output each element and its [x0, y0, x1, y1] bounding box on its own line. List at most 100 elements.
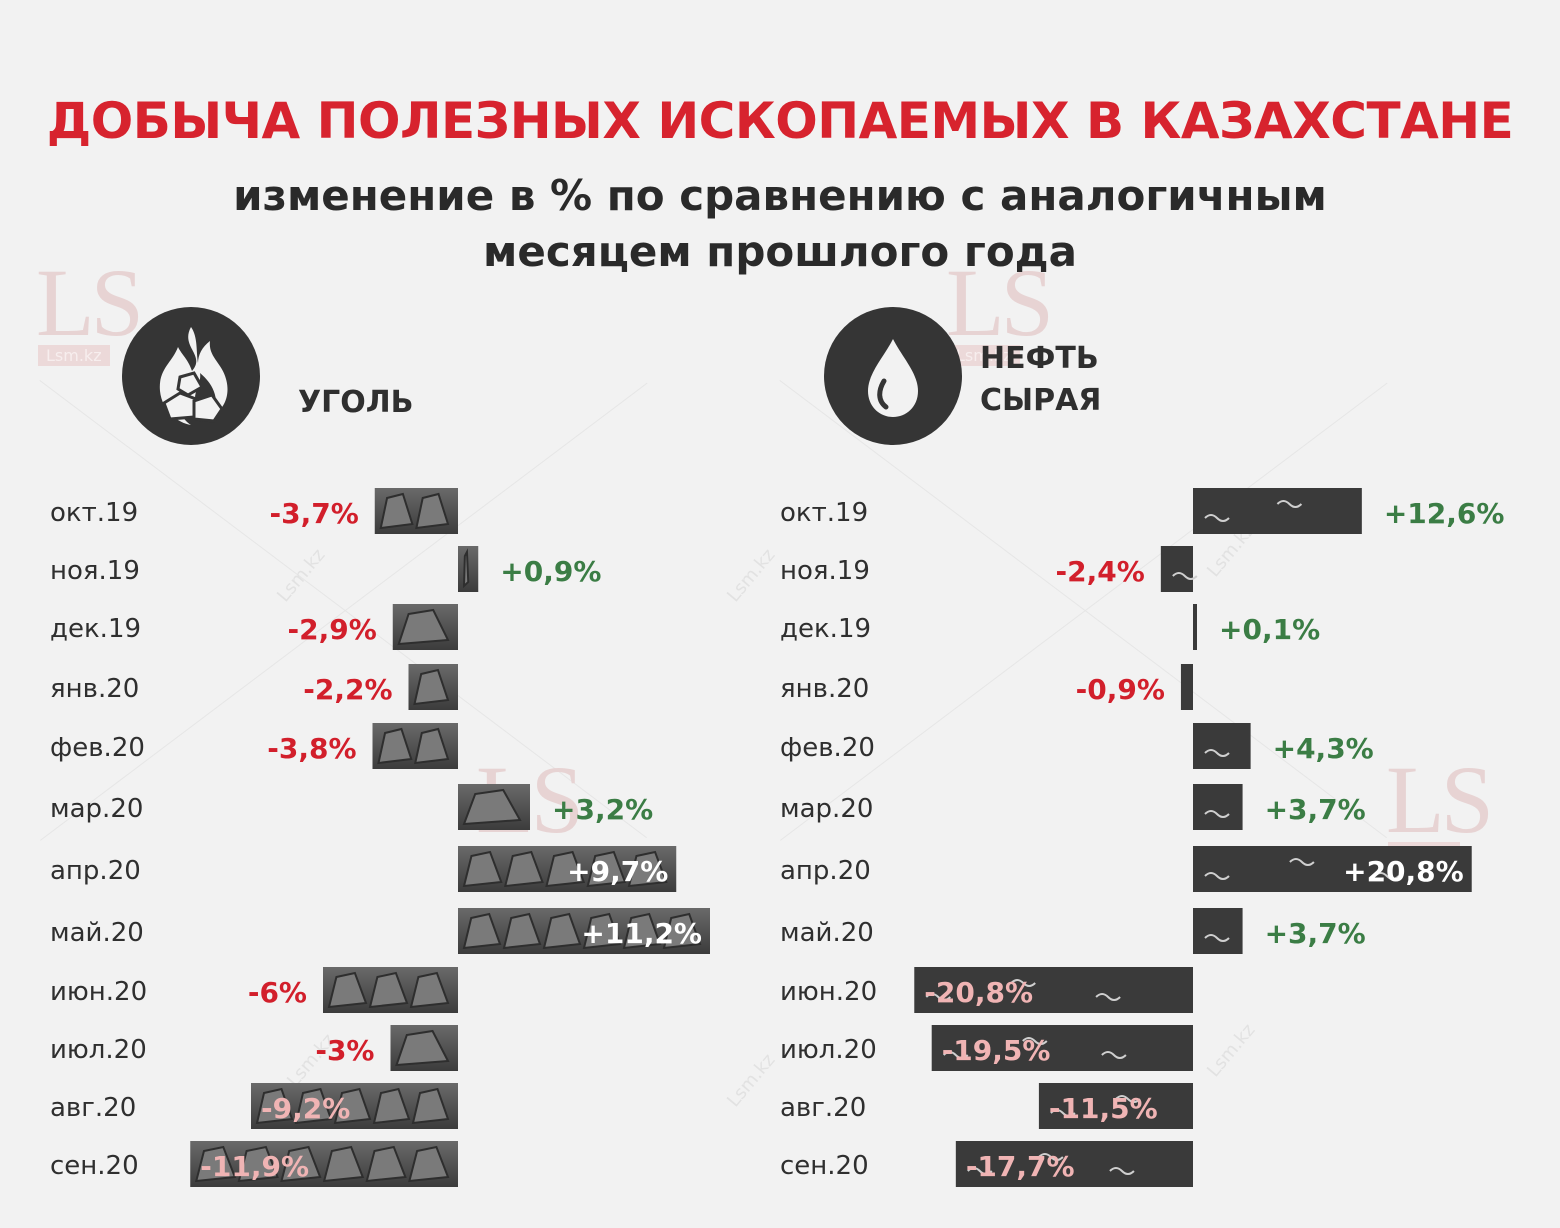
coal-rock-texture: [582, 912, 622, 950]
coal-value-label: -3,8%: [267, 732, 356, 765]
oil-bar: [1180, 664, 1193, 710]
coal-rock-texture: [542, 912, 582, 950]
oil-value-label: +12,6%: [1384, 497, 1505, 530]
coal-category-label: фев.20: [50, 733, 145, 763]
oil-category-label: апр.20: [780, 856, 871, 886]
oil-wave-texture: [1095, 993, 1121, 1001]
oil-category-label: мар.20: [780, 794, 873, 824]
watermark-logo: LS: [1386, 746, 1494, 853]
oil-category-label: май.20: [780, 918, 874, 948]
coal-category-label: апр.20: [50, 856, 141, 886]
coal-rock-texture: [372, 1087, 411, 1125]
coal-value-label: -2,2%: [303, 673, 392, 706]
subtitle-line-1: изменение в % по сравнению с аналогичным: [233, 171, 1327, 220]
coal-rock-texture: [502, 912, 542, 950]
oil-category-label: окт.19: [780, 498, 868, 528]
oil-panel-label-line1: НЕФТЬ: [980, 341, 1099, 376]
coal-rock-texture: [586, 850, 627, 888]
coal-rock-texture: [395, 1029, 450, 1067]
coal-rock-texture: [503, 850, 544, 888]
oil-drop-icon: [824, 307, 962, 445]
coal-rock-texture: [280, 1145, 322, 1183]
coal-category-label: окт.19: [50, 498, 138, 528]
coal-category-label: янв.20: [50, 674, 139, 704]
oil-bar: [1193, 908, 1243, 954]
coal-fire-icon: [122, 307, 260, 445]
coal-value-label: +11,2%: [581, 917, 702, 950]
oil-category-label: сен.20: [780, 1151, 869, 1181]
oil-wave-texture: [1109, 1167, 1135, 1175]
oil-bar: [1193, 604, 1197, 650]
oil-panel-label-line2: СЫРАЯ: [980, 383, 1102, 418]
coal-rock-texture: [294, 1087, 333, 1125]
subtitle-line-2: месяцем прошлого года: [483, 227, 1077, 276]
coal-rock-texture: [333, 1087, 372, 1125]
coal-rock-texture: [415, 492, 450, 530]
coal-rock-texture: [462, 912, 502, 950]
coal-rock-texture: [462, 548, 470, 589]
oil-category-label: июл.20: [780, 1035, 877, 1065]
coal-rock-texture: [662, 912, 702, 950]
oil-bar: [1160, 546, 1193, 592]
oil-chart: окт.19 +12,6% ноя.19 -2,4% дек.19 +0,1% янв.20…: [780, 488, 1504, 1187]
oil-wave-texture: [1289, 858, 1315, 866]
coal-rock-texture: [322, 1145, 365, 1183]
coal-value-label: +9,7%: [567, 855, 668, 888]
coal-rock-texture: [408, 1145, 450, 1183]
oil-wave-texture: [1374, 872, 1400, 880]
page-title: ДОБЫЧА ПОЛЕЗНЫХ ИСКОПАЕМЫХ В КАЗАХСТАНЕ: [46, 92, 1514, 150]
coal-value-label: -2,9%: [287, 613, 376, 646]
oil-value-label: -17,7%: [966, 1150, 1075, 1183]
coal-value-label: +3,2%: [552, 793, 653, 826]
coal-rock-texture: [397, 608, 450, 646]
oil-wave-texture: [1022, 1037, 1048, 1045]
coal-rock-texture: [409, 971, 450, 1009]
oil-bar: [1193, 846, 1472, 892]
coal-value-label: -11,9%: [200, 1150, 309, 1183]
oil-category-label: фев.20: [780, 733, 875, 763]
coal-rock-texture: [255, 1087, 294, 1125]
coal-category-label: июл.20: [50, 1035, 147, 1065]
coal-rock-texture: [413, 668, 450, 706]
coal-rock-texture: [545, 850, 586, 888]
oil-wave-texture: [967, 1167, 993, 1175]
oil-wave-texture: [1050, 1109, 1076, 1117]
oil-wave-texture: [1204, 810, 1230, 818]
coal-value-label: -3%: [315, 1034, 374, 1067]
oil-value-label: +4,3%: [1273, 732, 1374, 765]
oil-wave-texture: [1204, 514, 1230, 522]
oil-wave-texture: [1101, 1051, 1127, 1059]
coal-category-label: сен.20: [50, 1151, 139, 1181]
coal-chart: окт.19 -3,7% ноя.19 +0,9% дек.19 -2,9% янв.20 -…: [50, 488, 710, 1187]
oil-value-label: -11,5%: [1049, 1092, 1158, 1125]
coal-category-label: мар.20: [50, 794, 143, 824]
coal-rock-texture: [413, 727, 450, 765]
oil-category-label: янв.20: [780, 674, 869, 704]
oil-wave-texture: [1038, 1153, 1064, 1161]
oil-wave-texture: [1172, 572, 1198, 580]
oil-wave-texture: [1204, 872, 1230, 880]
coal-category-label: май.20: [50, 918, 144, 948]
watermark-site: Lsm.kz: [38, 345, 110, 366]
coal-rock-texture: [462, 850, 503, 888]
coal-value-label: +0,9%: [500, 555, 601, 588]
coal-rock-texture: [622, 912, 662, 950]
page-subtitle: изменение в % по сравнению с аналогичным…: [0, 168, 1560, 280]
coal-rock-texture: [411, 1087, 450, 1125]
watermark-logo: LS: [946, 249, 1054, 356]
coal-value-label: -9,2%: [261, 1092, 350, 1125]
coal-rock-texture: [368, 971, 409, 1009]
oil-wave-texture: [925, 993, 951, 1001]
oil-value-label: +3,7%: [1265, 917, 1366, 950]
watermark-site: Lsm.kz: [948, 345, 1020, 366]
oil-bar: [931, 1025, 1193, 1071]
coal-rock-texture: [365, 1145, 407, 1183]
oil-category-label: дек.19: [780, 614, 871, 644]
watermark-logo: LS: [36, 249, 144, 356]
oil-value-label: -20,8%: [924, 976, 1033, 1009]
coal-rock-texture: [194, 1145, 237, 1183]
oil-value-label: +3,7%: [1265, 793, 1366, 826]
oil-value-label: +0,1%: [1219, 613, 1320, 646]
oil-category-label: ноя.19: [780, 556, 870, 586]
